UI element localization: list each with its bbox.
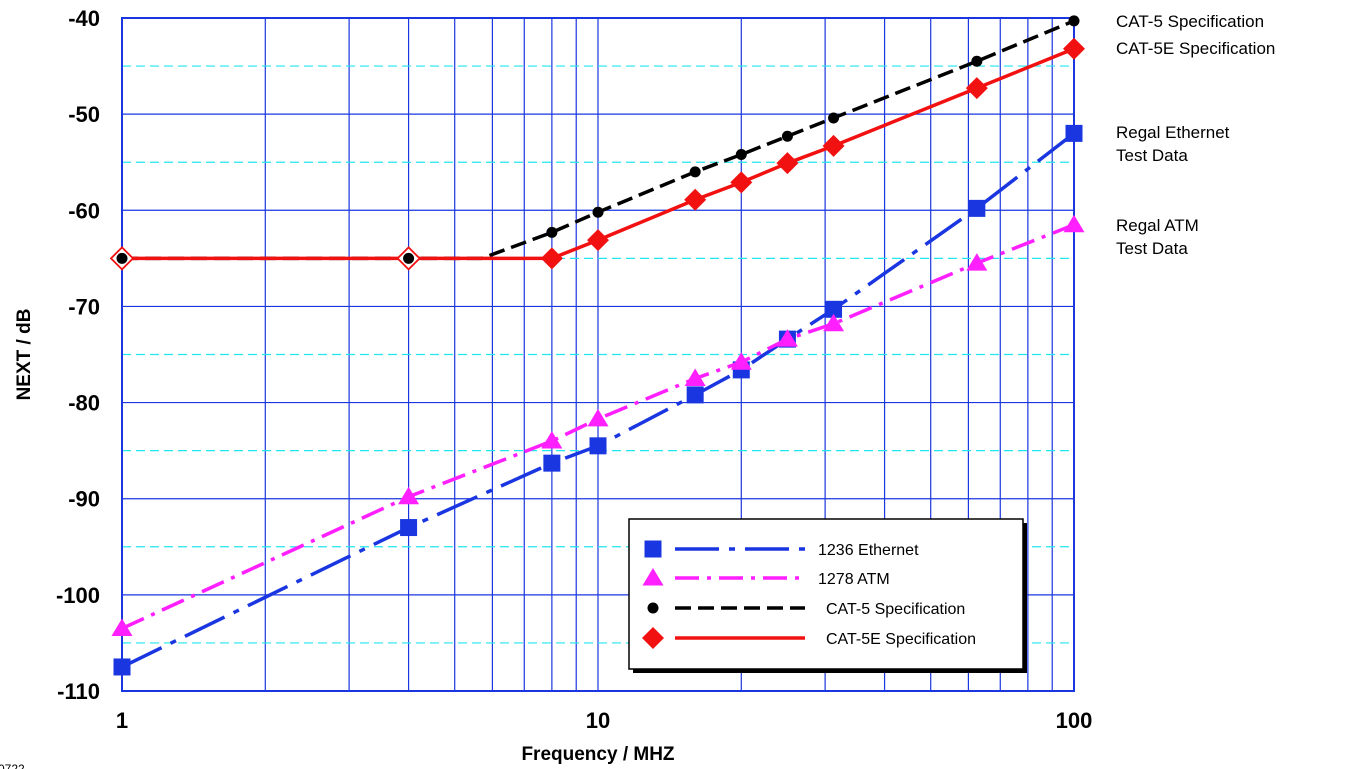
data-point <box>587 408 609 427</box>
data-point <box>730 352 752 370</box>
data-point <box>398 486 420 505</box>
tick-labels: -40 -50 -60 -70 -80 -90 -100 -110 1 10 100 <box>56 6 1092 733</box>
data-point <box>686 386 704 404</box>
y-tick-label: -70 <box>68 294 100 319</box>
data-point <box>781 130 793 142</box>
y-tick-label: -80 <box>68 391 100 416</box>
x-tick-label: 100 <box>1056 708 1093 733</box>
annotation-ethernet: Regal Ethernet Test Data <box>1116 123 1230 165</box>
legend-marker <box>647 602 659 614</box>
data-point <box>1068 15 1080 27</box>
corner-label: 0722 <box>0 762 25 769</box>
y-tick-label: -110 <box>57 679 100 704</box>
legend-box <box>628 518 1024 670</box>
y-tick-label: -50 <box>68 102 100 127</box>
data-point <box>587 229 609 252</box>
data-point <box>822 134 845 157</box>
data-point <box>968 199 986 217</box>
legend-label: CAT-5E Specification <box>826 631 976 648</box>
legend-marker <box>642 627 664 649</box>
legend-label: CAT-5 Specification <box>826 601 965 618</box>
y-axis-title: NEXT / dB <box>14 309 35 401</box>
legend: 1236 Ethernet 1278 ATM CAT-5 Specification… <box>628 518 1027 673</box>
data-point <box>111 618 133 637</box>
data-point <box>592 206 604 218</box>
data-point <box>1063 214 1085 233</box>
annotation-line: CAT-5E Specification <box>1116 39 1275 58</box>
data-point <box>823 313 845 332</box>
x-axis-title: Frequency / MHZ <box>521 744 674 765</box>
data-point <box>400 519 418 537</box>
plot-frame <box>121 17 1075 692</box>
series-line <box>122 47 1075 261</box>
data-point <box>113 658 131 676</box>
data-point <box>966 253 988 271</box>
legend-marker <box>644 540 662 558</box>
annotations: CAT-5 Specification CAT-5E Specification R… <box>1116 12 1275 258</box>
annotation-line: Regal Ethernet <box>1116 123 1230 142</box>
data-point <box>825 300 843 318</box>
legend-marker <box>642 568 664 586</box>
data-point <box>776 329 798 347</box>
annotation-line: Test Data <box>1116 146 1188 165</box>
data-point <box>828 112 840 124</box>
x-tick-label: 1 <box>116 708 128 733</box>
y-tick-label: -100 <box>56 583 100 608</box>
y-tick-label: -90 <box>68 487 100 512</box>
data-point <box>971 55 983 67</box>
annotation-atm: Regal ATM Test Data <box>1116 216 1199 258</box>
data-point <box>1063 37 1085 60</box>
y-tick-label: -60 <box>68 198 100 223</box>
series-line <box>121 131 1076 669</box>
x-tick-label: 10 <box>586 708 610 733</box>
data-point <box>1065 124 1083 142</box>
data-point <box>543 454 561 472</box>
data-point <box>735 149 747 161</box>
data-point <box>541 431 563 449</box>
data-point <box>684 368 706 387</box>
series <box>109 15 1085 676</box>
annotation-line: Test Data <box>1116 239 1188 258</box>
series-line <box>121 223 1075 631</box>
data-point <box>540 247 563 270</box>
data-point <box>776 152 799 175</box>
legend-label: 1236 Ethernet <box>818 542 919 559</box>
annotation-cat5: CAT-5 Specification <box>1116 12 1264 31</box>
y-tick-label: -40 <box>68 6 100 31</box>
annotation-cat5e: CAT-5E Specification <box>1116 39 1275 58</box>
data-point <box>965 77 988 100</box>
data-point <box>589 437 607 455</box>
data-point <box>403 252 415 264</box>
data-point <box>546 226 558 238</box>
series-1278-atm <box>111 214 1085 637</box>
legend-label: 1278 ATM <box>818 571 890 588</box>
annotation-line: CAT-5 Specification <box>1116 12 1264 31</box>
annotation-line: Regal ATM <box>1116 216 1199 235</box>
data-point <box>684 188 707 211</box>
data-point <box>689 166 701 178</box>
data-point <box>116 252 128 264</box>
data-point <box>730 171 753 194</box>
